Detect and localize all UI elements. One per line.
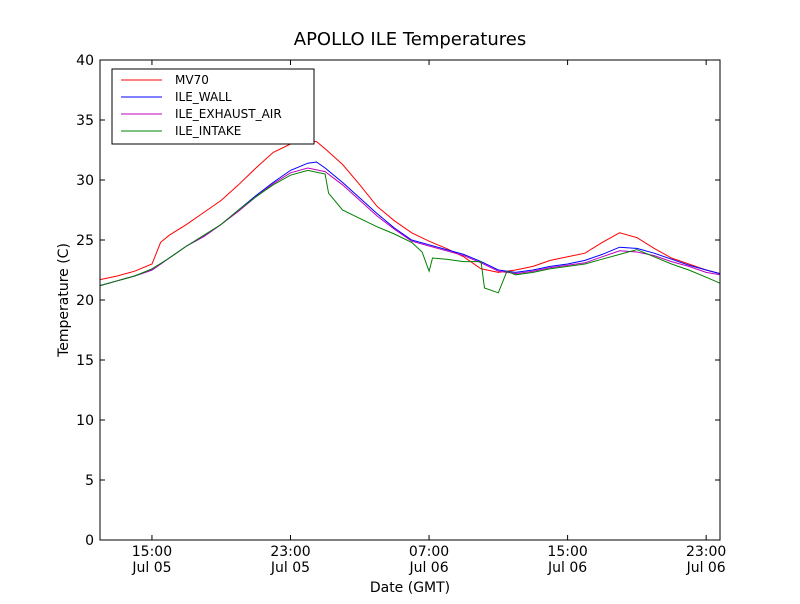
x-tick-label-time: 15:00: [132, 544, 172, 560]
y-tick-label: 0: [85, 533, 94, 549]
legend-label-ile-exhaust-air: ILE_EXHAUST_AIR: [175, 107, 282, 121]
series-line-ile-intake: [99, 169, 721, 294]
series-layer: [99, 139, 721, 294]
legend: MV70 ILE_WALL ILE_EXHAUST_AIR ILE_INTAKE: [111, 68, 315, 145]
y-tick-label: 20: [76, 293, 94, 309]
y-tick-label: 25: [76, 233, 94, 249]
y-tick-label: 30: [76, 173, 94, 189]
x-tick-label-time: 23:00: [686, 544, 726, 560]
series-line-mv70: [99, 139, 721, 281]
x-axis-label: Date (GMT): [370, 580, 450, 596]
y-tick-label: 15: [76, 353, 94, 369]
x-tick-label-time: 23:00: [270, 544, 310, 560]
legend-label-mv70: MV70: [175, 73, 209, 87]
x-tick-label-time: 07:00: [409, 544, 449, 560]
x-tick-label-date: Jul 06: [547, 560, 587, 576]
y-tick-label: 35: [76, 113, 94, 129]
series-line-ile-exhaust-air: [99, 167, 721, 287]
y-tick-label: 40: [76, 53, 94, 69]
chart-title: APOLLO ILE Temperatures: [294, 29, 526, 50]
y-tick-label: 10: [76, 413, 94, 429]
x-tick-label-date: Jul 05: [131, 560, 171, 576]
x-tick-label-time: 15:00: [547, 544, 587, 560]
x-tick-label-date: Jul 05: [270, 560, 310, 576]
y-tick-label: 5: [85, 473, 94, 489]
legend-label-ile-wall: ILE_WALL: [175, 90, 232, 104]
legend-label-ile-intake: ILE_INTAKE: [175, 124, 241, 138]
y-axis-label: Temperature (C): [56, 243, 72, 358]
x-tick-label-date: Jul 06: [408, 560, 448, 576]
x-tick-label-date: Jul 06: [686, 560, 726, 576]
plot-frame: [99, 59, 721, 541]
